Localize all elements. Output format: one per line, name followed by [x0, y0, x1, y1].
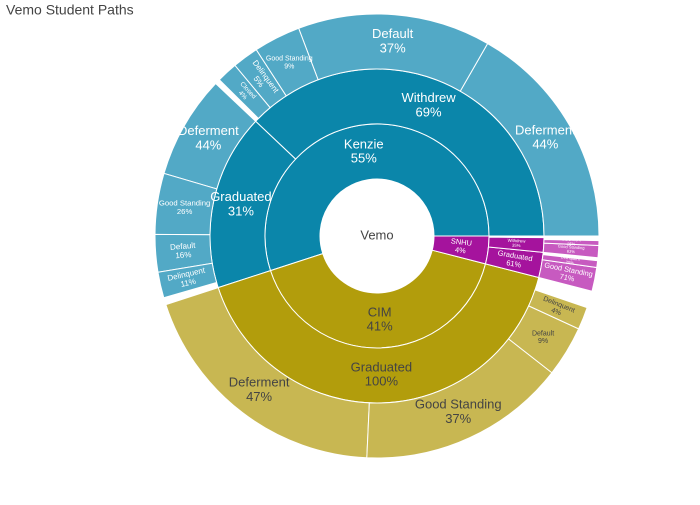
segment-label-text: Graduated 31% [210, 190, 271, 219]
segment-name: Default [532, 330, 554, 337]
segment-label-text: Good Standing 26% [159, 198, 211, 216]
segment-percent: 100% [365, 374, 399, 389]
segment-percent: 16% [175, 250, 192, 260]
segment-percent: 37% [380, 41, 406, 56]
segment-name: Good Standing [558, 244, 585, 251]
segment-label: SNHU4% [449, 236, 472, 256]
segment-name: Default [372, 26, 414, 41]
segment-label-text: Good Standing 37% [415, 397, 502, 426]
segment-name: Delinquent [560, 254, 580, 261]
sunburst-segment [218, 64, 271, 120]
segment-name: Deferment [178, 123, 239, 138]
segment-name: Withdrew [401, 91, 456, 106]
segment-percent: 41% [367, 319, 393, 334]
segment-name: Default [170, 241, 197, 252]
segment-label: Withdrew 69% [401, 91, 456, 120]
segment-label: Good Standing 9% [266, 55, 313, 70]
segment-label-text: Graduated61% [496, 248, 534, 271]
segment-name: Deferment [229, 375, 290, 390]
segment-percent: 37% [445, 411, 471, 426]
segment-percent: 44% [532, 137, 558, 152]
segment-label-text: Good Standing63% [557, 244, 584, 255]
segment-percent: 63% [567, 249, 576, 255]
segment-label: Good Standing63% [557, 244, 585, 255]
segment-percent: 9% [538, 338, 548, 345]
segment-percent: 25% [567, 241, 576, 246]
segment-label-text: Default 9% [532, 330, 554, 345]
segment-name: Good Standing [159, 198, 211, 207]
segment-label: Default 9% [532, 330, 554, 345]
segment-label-text: CIM 41% [367, 305, 393, 334]
segment-percent: 11% [180, 277, 197, 289]
segment-label-text: Kenzie 55% [344, 137, 384, 166]
segment-label-text: Default 37% [372, 26, 414, 55]
segment-label-text: Default16% [170, 241, 197, 261]
segment-label: Deferment 47% [229, 375, 290, 404]
segment-percent: 35% [512, 243, 521, 248]
segment-label: Kenzie 55% [344, 137, 384, 166]
segment-percent: 4% [454, 245, 466, 255]
segment-percent: 61% [506, 258, 523, 270]
segment-label-text: Deferment25% [562, 237, 582, 247]
segment-percent: 4% [550, 307, 562, 317]
segment-label-text: Good Standing 9% [266, 55, 313, 70]
segment-percent: 9% [284, 63, 294, 70]
segment-name: Good Standing [415, 397, 502, 412]
segment-label: Deferment 44% [515, 123, 576, 152]
segment-label-text: SNHU4% [449, 236, 472, 256]
segment-label-text: Withdrew35% [507, 238, 526, 249]
segment-percent: 26% [177, 207, 193, 216]
segment-label: Graduated61% [496, 248, 534, 271]
root-label: Vemo [360, 227, 393, 242]
segment-label-text: Graduated 100% [351, 360, 412, 389]
segment-label: Good Standing 37% [415, 397, 502, 426]
segment-label: Deferment25% [562, 237, 582, 247]
segment-name: Graduated [210, 190, 271, 205]
segment-label: Default16% [170, 241, 197, 261]
segment-name: Kenzie [344, 137, 384, 152]
segment-percent: 71% [559, 272, 576, 284]
segment-name: Deferment [515, 123, 576, 138]
segment-percent: 69% [416, 105, 442, 120]
segment-label: Good Standing 26% [159, 198, 211, 216]
segment-label-text: Delinquent20% [560, 254, 581, 266]
segment-name: Deferment [562, 237, 582, 243]
segment-label: Delinquent20% [560, 254, 581, 266]
sunburst-segment [543, 238, 600, 246]
root-circle [320, 179, 434, 293]
segment-percent: 31% [228, 204, 254, 219]
sunburst-segment [528, 289, 588, 330]
segment-percent: 4% [237, 89, 249, 101]
segment-name: Good Standing [266, 55, 313, 62]
chart-title: Vemo Student Paths [6, 2, 134, 18]
segment-name: Graduated [351, 360, 412, 375]
segment-label-text: Withdrew 69% [401, 91, 456, 120]
segment-percent: 55% [351, 151, 377, 166]
sunburst-segment [541, 254, 599, 269]
segment-label: Graduated 100% [351, 360, 412, 389]
sunburst-segment [157, 262, 218, 299]
segment-name: CIM [368, 305, 392, 320]
segment-name: SNHU [450, 236, 472, 248]
segment-label-text: Deferment 44% [178, 123, 239, 152]
segment-label: Default 37% [372, 26, 414, 55]
segment-percent: 47% [246, 389, 272, 404]
segment-label-text: Deferment 44% [515, 123, 576, 152]
segment-label: Graduated 31% [210, 190, 271, 219]
segment-name: Withdrew [507, 238, 526, 244]
segment-label: CIM 41% [367, 305, 393, 334]
segment-label: Withdrew35% [507, 238, 526, 249]
segment-label: Deferment 44% [178, 123, 239, 152]
segment-percent: 44% [195, 138, 221, 153]
segment-percent: 20% [565, 259, 574, 265]
segment-label-text: Deferment 47% [229, 375, 290, 404]
